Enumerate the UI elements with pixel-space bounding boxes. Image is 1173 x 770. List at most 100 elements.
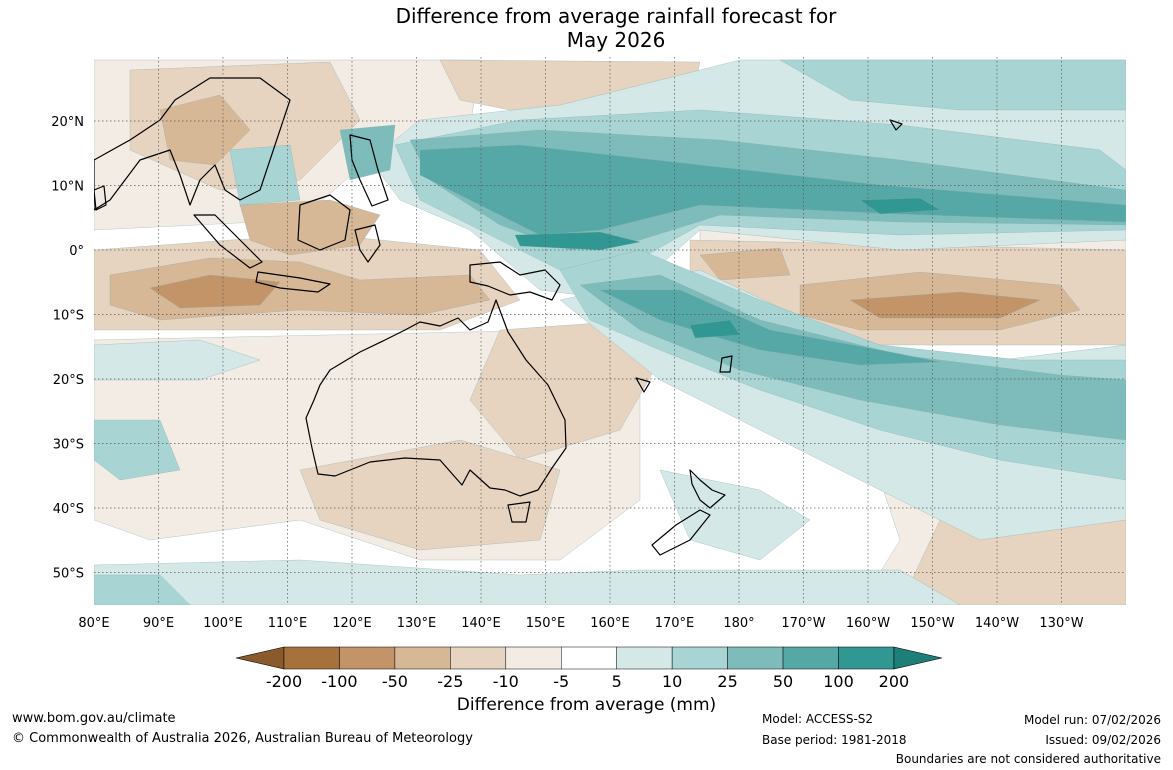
coastline — [94, 185, 107, 211]
anomaly-region — [239, 199, 381, 256]
coastline — [469, 261, 561, 301]
colorbar-segment — [561, 646, 617, 670]
latitude-label: 50°S — [53, 567, 84, 582]
colorbar-tick-label: 100 — [823, 672, 854, 691]
anomaly-region — [149, 274, 281, 309]
anomaly-region — [859, 197, 941, 215]
anomaly-region — [159, 94, 251, 166]
colorbar-tick-label: 5 — [612, 672, 622, 691]
colorbar-tick-label: 200 — [879, 672, 910, 691]
colorbar-tick-label: -100 — [321, 672, 357, 691]
coastline — [255, 271, 331, 293]
longitude-label: 140°E — [461, 616, 501, 631]
anomaly-shading — [94, 59, 1126, 605]
longitude-label: 170°W — [781, 616, 825, 631]
map-field — [94, 57, 1126, 605]
longitude-label: 90°E — [143, 616, 174, 631]
anomaly-region — [849, 291, 1041, 319]
anomaly-region — [94, 574, 191, 605]
chart-title: Difference from average rainfall forecas… — [0, 4, 1173, 52]
colorbar — [235, 646, 943, 670]
latitude-label: 40°S — [53, 502, 84, 517]
anomaly-region — [699, 247, 791, 281]
longitude-label: 150°W — [910, 616, 954, 631]
longitude-label: 130°W — [1039, 616, 1083, 631]
anomaly-region — [689, 319, 741, 339]
colorbar-segment — [450, 646, 507, 670]
colorbar-segment — [782, 646, 839, 670]
colorbar-tick-label: -25 — [437, 672, 463, 691]
latitude-label: 10°S — [53, 309, 84, 324]
coastline — [94, 77, 291, 211]
longitude-label: 140°W — [975, 616, 1019, 631]
colorbar-tick-label: 10 — [662, 672, 682, 691]
colorbar-tick-labels: -200 -100 -50 -25 -10 -5 5 10 25 50 100 200 — [266, 672, 909, 691]
model-name: Model: ACCESS-S2 — [762, 712, 874, 726]
title-line-2: May 2026 — [566, 28, 666, 52]
issued-date: Issued: 09/02/2026 — [1045, 733, 1161, 747]
copyright-text: © Commonwealth of Australia 2026, Austra… — [12, 731, 473, 746]
coastline — [689, 469, 726, 509]
coastline — [889, 119, 903, 131]
anomaly-region — [779, 59, 1126, 111]
anomaly-region — [94, 339, 261, 381]
colorbar-tick-label: 25 — [717, 672, 737, 691]
colorbar-segment — [339, 646, 396, 670]
longitude-label: 120°E — [332, 616, 372, 631]
longitude-label: 170°E — [655, 616, 695, 631]
latitude-label: 10°N — [51, 180, 84, 195]
anomaly-region — [339, 124, 396, 181]
website-link[interactable]: www.bom.gov.au/climate — [12, 711, 176, 726]
coastline — [719, 355, 733, 373]
model-run-date: Model run: 07/02/2026 — [1023, 713, 1161, 727]
longitude-label: 100°E — [203, 616, 243, 631]
longitude-label: 110°E — [268, 616, 308, 631]
colorbar-segment — [283, 646, 340, 670]
coastline — [349, 134, 389, 207]
coastline — [193, 214, 263, 269]
graticule — [94, 57, 1126, 605]
longitude-label: 180° — [723, 616, 754, 631]
colorbar-segment — [616, 646, 673, 670]
longitude-label: 130°E — [397, 616, 437, 631]
coastline — [297, 194, 351, 251]
anomaly-region — [94, 559, 961, 605]
longitude-label: 160°E — [590, 616, 630, 631]
colorbar-tick-label: 50 — [773, 672, 793, 691]
anomaly-region — [514, 231, 641, 251]
colorbar-segment — [394, 646, 451, 670]
base-period: Base period: 1981-2018 — [762, 733, 907, 747]
coastline — [354, 224, 381, 263]
latitude-label: 30°S — [53, 438, 84, 453]
colorbar-tick-label: -5 — [553, 672, 569, 691]
boundaries-disclaimer: Boundaries are not considered authoritat… — [895, 752, 1161, 766]
colorbar-tick-label: -200 — [266, 672, 302, 691]
anomaly-region — [419, 144, 1126, 236]
latitude-label: 20°S — [53, 373, 84, 388]
longitude-label: 150°E — [526, 616, 566, 631]
colorbar-tick-label: -50 — [382, 672, 408, 691]
longitude-labels: 80°E 90°E 100°E 110°E 120°E 130°E 140°E 150°E 16… — [78, 616, 1083, 631]
coastline — [305, 299, 567, 497]
coastline — [635, 377, 651, 393]
anomaly-region — [299, 439, 561, 551]
latitude-label: 20°N — [51, 115, 84, 130]
longitude-label: 80°E — [78, 616, 109, 631]
colorbar-extend-high — [893, 646, 943, 670]
colorbar-segment — [838, 646, 895, 670]
title-line-1: Difference from average rainfall forecas… — [395, 4, 837, 28]
coastline — [651, 509, 711, 556]
coastlines — [94, 77, 903, 556]
colorbar-segment — [671, 646, 728, 670]
colorbar-segment — [505, 646, 562, 670]
colorbar-extend-low — [235, 646, 285, 670]
longitude-label: 160°W — [846, 616, 890, 631]
coastline — [507, 501, 531, 523]
colorbar-segment — [727, 646, 784, 670]
latitude-labels: 20°N 10°N 0° 10°S 20°S 30°S 40°S 50°S — [51, 115, 84, 582]
anomaly-region — [659, 469, 811, 561]
colorbar-tick-label: -10 — [493, 672, 519, 691]
latitude-label: 0° — [69, 244, 84, 259]
colorbar-title: Difference from average (mm) — [456, 695, 717, 715]
